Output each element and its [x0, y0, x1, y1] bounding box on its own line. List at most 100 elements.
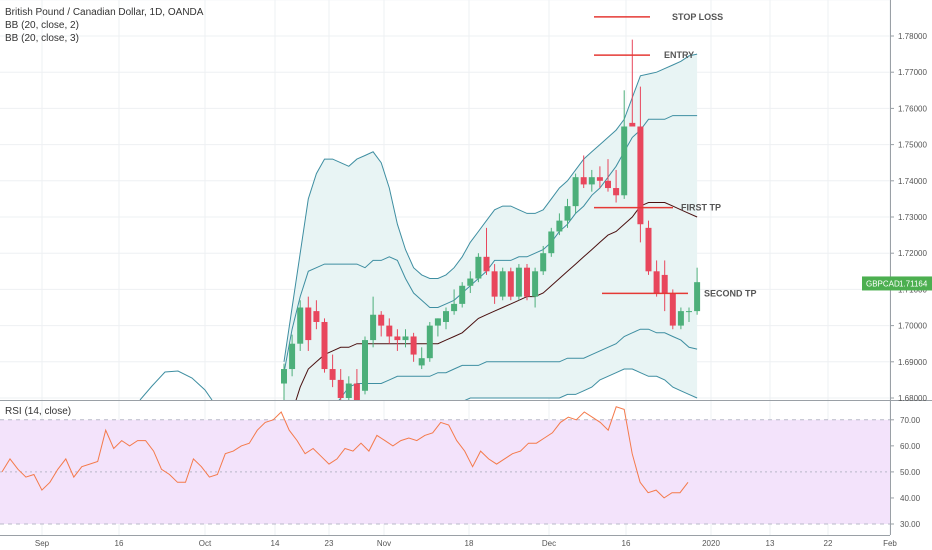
badge-value: 1.71164	[899, 279, 928, 288]
candle	[410, 332, 417, 362]
candle	[507, 267, 514, 301]
candle	[661, 260, 668, 312]
candle-body	[605, 180, 611, 189]
band-basis	[295, 202, 698, 400]
band-fill	[284, 54, 698, 400]
candle	[443, 307, 449, 330]
candle	[669, 289, 676, 330]
candle	[386, 318, 393, 344]
candle	[515, 264, 522, 301]
candle	[605, 159, 611, 192]
candle-body	[459, 285, 466, 304]
candle-body	[564, 206, 571, 221]
candle	[281, 363, 287, 400]
time-tick-label: 18	[465, 539, 474, 548]
candle	[426, 321, 433, 362]
rsi-tick-label: 40.00	[900, 494, 921, 503]
candle	[677, 307, 684, 330]
candle-body	[596, 177, 603, 181]
time-tick-label: 16	[622, 539, 631, 548]
candle-body	[637, 126, 644, 225]
candle-body	[467, 278, 474, 286]
time-tick-label: 16	[115, 539, 124, 548]
candle	[596, 166, 603, 189]
time-tick-label: 14	[271, 539, 280, 548]
time-tick-label: Nov	[377, 539, 391, 548]
candle	[289, 334, 296, 377]
candle	[572, 173, 579, 214]
candle	[637, 86, 644, 243]
candle-body	[677, 311, 684, 326]
candle-body	[556, 220, 563, 232]
candle-body	[588, 177, 595, 185]
price-tick-label: 1.78000	[898, 32, 927, 41]
candle-body	[451, 303, 458, 312]
candle-body	[297, 307, 304, 344]
badge-bg	[862, 276, 932, 291]
candle	[313, 300, 320, 330]
candle	[491, 264, 498, 304]
band-lower2	[338, 328, 698, 400]
time-tick-label: 13	[766, 539, 775, 548]
candle-body	[281, 369, 287, 384]
candle-body	[402, 336, 409, 341]
candle-body	[345, 383, 352, 398]
price-tick-label: 1.74000	[898, 177, 927, 186]
candle	[378, 311, 385, 337]
band-upper3	[283, 53, 698, 362]
candle-body	[378, 314, 385, 326]
candle-body	[532, 271, 539, 297]
candle	[499, 267, 506, 301]
price-tick-label: 1.77000	[898, 68, 927, 77]
candle-body	[329, 369, 336, 380]
rsi-tick-label: 60.00	[900, 442, 921, 451]
symbol-title: British Pound / Canadian Dollar, 1D, OAN…	[5, 7, 204, 18]
candle-body	[426, 325, 433, 359]
time-tick-label: 2020	[702, 539, 720, 548]
candles	[281, 39, 701, 400]
candle	[653, 260, 660, 297]
candle	[645, 220, 652, 275]
candle	[370, 296, 377, 348]
candle-body	[386, 325, 393, 337]
candle-body	[475, 256, 482, 279]
time-tick-label: 22	[824, 539, 833, 548]
candle-body	[370, 314, 377, 341]
price-tick-label: 1.69000	[898, 358, 927, 367]
candle	[564, 198, 571, 228]
candle-body	[524, 267, 530, 297]
candle-body	[613, 188, 620, 196]
candle	[467, 271, 474, 294]
rsi-tick-label: 30.00	[900, 520, 921, 529]
candle	[475, 253, 482, 283]
candle-body	[353, 383, 360, 400]
candle-body	[443, 311, 449, 322]
candle-body	[418, 358, 425, 366]
candle	[532, 267, 539, 308]
candle	[694, 267, 701, 315]
candle-body	[321, 321, 328, 370]
rsi-legend: RSI (14, close)	[5, 406, 72, 417]
candle	[345, 376, 352, 400]
candle-body	[621, 126, 628, 196]
candle	[459, 282, 466, 308]
chart-legend: British Pound / Canadian Dollar, 1D, OAN…	[5, 6, 203, 45]
time-tick-label: 23	[325, 539, 334, 548]
candle-body	[694, 282, 701, 312]
price-tick-label: 1.75000	[898, 141, 927, 150]
trade-level-label: STOP LOSS	[672, 12, 723, 22]
badge-symbol: GBPCAD	[866, 279, 900, 288]
time-tick-label: Sep	[35, 539, 50, 548]
candle-body	[394, 336, 401, 341]
candle-body	[540, 253, 547, 272]
indicator-bb-3: BB (20, close, 3)	[5, 33, 79, 44]
candle	[621, 90, 628, 199]
candle-body	[313, 311, 320, 322]
candle	[297, 300, 304, 351]
candle-body	[507, 271, 514, 297]
candle-body	[515, 267, 522, 297]
candle	[353, 369, 360, 400]
band-lower3	[464, 368, 698, 400]
candle-body	[629, 122, 636, 127]
